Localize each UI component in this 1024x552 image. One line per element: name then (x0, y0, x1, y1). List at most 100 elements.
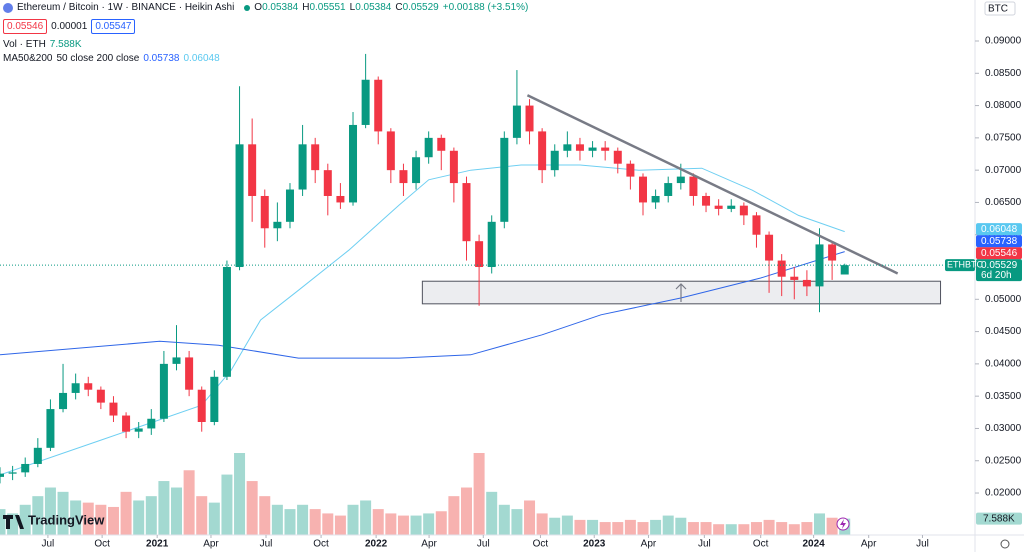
y-tick-label: 0.09000 (985, 36, 1022, 47)
x-tick-label: Apr (421, 539, 437, 550)
volume-bar (814, 513, 826, 535)
volume-bar (637, 522, 649, 535)
candle-body (790, 276, 799, 280)
candle-body (21, 463, 30, 473)
brand-logo (3, 515, 24, 529)
x-tick-label: Jul (260, 539, 273, 550)
ohlc-h: H0.05551 (302, 2, 346, 13)
volume-tag-label: 7.588K (983, 513, 1015, 524)
currency[interactable]: BTC (988, 4, 1008, 15)
volume-bar (738, 524, 750, 535)
volume-bar (284, 509, 296, 535)
settings-icon[interactable] (1000, 539, 1010, 549)
candle-body (538, 131, 547, 171)
change: +0.00188 (+3.51%) (442, 2, 529, 13)
volume-bar (687, 522, 699, 535)
x-tick-label: Oct (313, 539, 329, 550)
candle-body (702, 195, 711, 206)
ma-params: 50 close 200 close (56, 53, 140, 64)
volume-bar (171, 487, 183, 535)
price-tag-label: 0.05738 (981, 236, 1018, 247)
volume-bar (322, 513, 334, 535)
price-tag (976, 223, 1022, 236)
candle-body (714, 205, 723, 209)
volume-bar (360, 500, 372, 535)
candle-body (664, 183, 673, 196)
ohlc-l: L0.05384 (349, 2, 392, 13)
y-tick-label: 0.03500 (985, 391, 1022, 402)
candle-body (96, 389, 105, 403)
volume-value: 7.588K (49, 39, 82, 50)
volume-bar (675, 517, 687, 535)
spread: 0.00001 (51, 21, 88, 32)
ma-title: MA50&200 (3, 53, 53, 64)
volume-bar (423, 513, 435, 535)
volume-bar (587, 519, 599, 535)
volume-bar (107, 506, 119, 535)
ma50-value: 0.06048 (183, 53, 220, 64)
volume-bar (612, 522, 624, 535)
bid[interactable]: 0.05546 (3, 19, 48, 34)
volume-bar (385, 513, 397, 535)
moving-average (0, 251, 845, 359)
volume-bar (624, 519, 636, 535)
candle-body (525, 105, 534, 132)
volume-bar (713, 524, 725, 535)
candle-body (765, 234, 774, 261)
volume-bar (246, 481, 258, 535)
price-tag-label: 0.05529 (981, 260, 1018, 271)
volume-bar (498, 504, 510, 535)
volume-bar (448, 496, 460, 535)
volume-bar (19, 504, 31, 535)
candle-body (197, 389, 206, 422)
volume-bar (511, 509, 523, 535)
x-tick-label: 2023 (583, 539, 606, 550)
candle-body (0, 473, 4, 477)
x-tick-label: Jul (42, 539, 55, 550)
volume-bar (549, 517, 561, 535)
candle-body (323, 170, 332, 196)
volume-bar (372, 509, 384, 535)
volume-bar (801, 522, 813, 535)
y-tick-label: 0.08000 (985, 100, 1022, 111)
candle-body (210, 376, 219, 422)
ask[interactable]: 0.05547 (91, 19, 136, 34)
candle-body (374, 79, 383, 132)
candle-body (676, 176, 685, 184)
y-tick-label: 0.02500 (985, 455, 1022, 466)
ohlc-o: O0.05384 (254, 2, 299, 13)
candle-body (33, 447, 42, 464)
candle-body (613, 150, 622, 164)
candle-body (336, 195, 345, 203)
candle-body (222, 267, 231, 377)
volume-tag (976, 512, 1022, 525)
volume-bar (788, 524, 800, 535)
x-tick-label: 2022 (365, 539, 388, 550)
symbol-tag (945, 259, 975, 272)
volume-bar (32, 496, 44, 535)
price-tag (976, 259, 1022, 282)
currency-button[interactable] (984, 1, 1016, 16)
volume-bar (347, 504, 359, 535)
candle-body (298, 144, 307, 190)
candle-body (500, 137, 509, 222)
price-tag (976, 247, 1022, 260)
volume-bar (410, 515, 422, 535)
events-bolt (840, 519, 846, 529)
candle-body (424, 137, 433, 158)
candle-body (84, 383, 93, 390)
candle-body (386, 131, 395, 171)
candle-body (285, 189, 294, 222)
price-tag-label: 0.05546 (981, 248, 1018, 259)
trendline (526, 94, 899, 275)
y-tick-label: 0.06500 (985, 197, 1022, 208)
volume-bar (120, 491, 132, 535)
volume-bar (334, 515, 346, 535)
y-tick-label: 0.03000 (985, 423, 1022, 434)
symbol-title: Ethereum / Bitcoin · 1W · BINANCE · Heik… (17, 2, 235, 13)
x-tick-label: Oct (94, 539, 110, 550)
candle-body (689, 176, 698, 196)
y-tick-label: 0.07500 (985, 133, 1022, 144)
x-tick-label: Jul (916, 539, 929, 550)
